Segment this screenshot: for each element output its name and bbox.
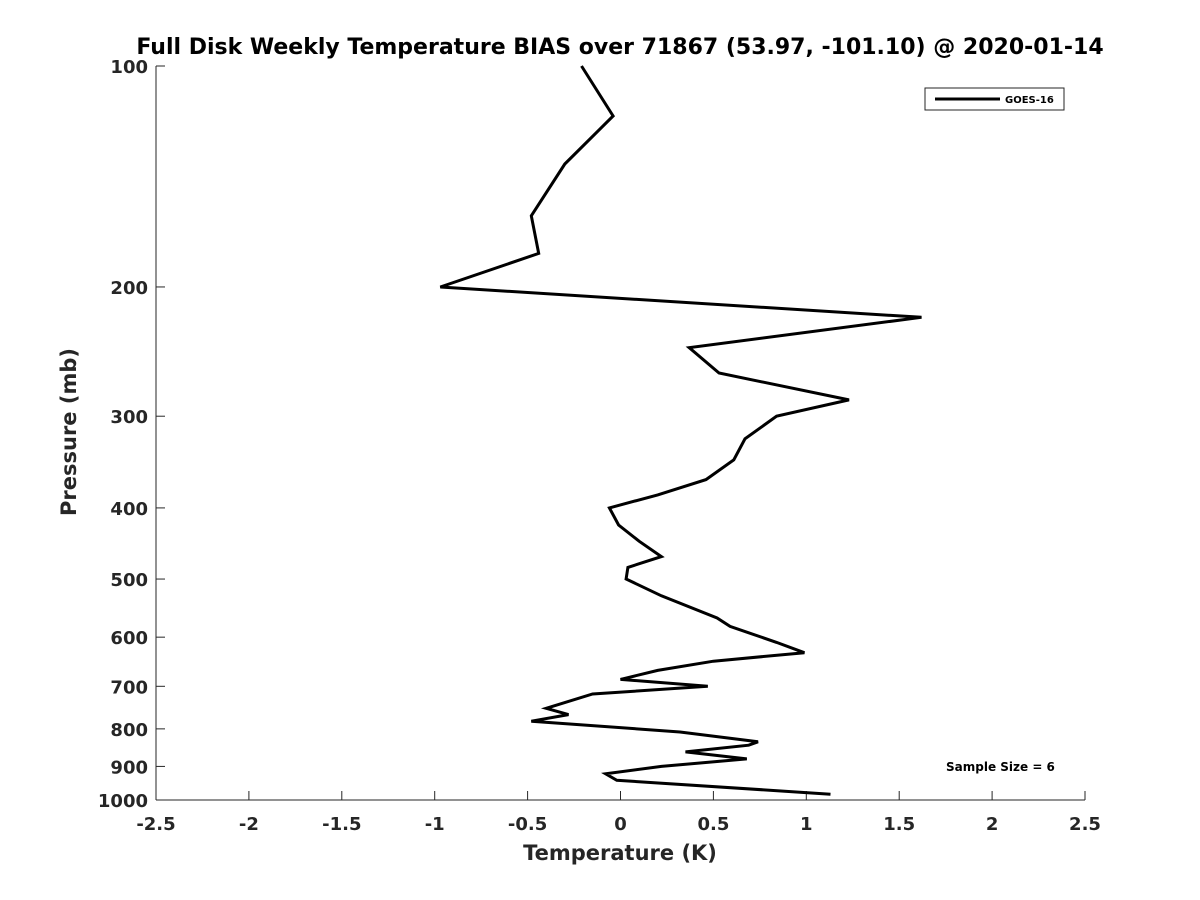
y-tick-label: 300 (110, 407, 148, 428)
chart-title: Full Disk Weekly Temperature BIAS over 7… (136, 35, 1103, 60)
x-tick-label: -1 (425, 814, 445, 835)
y-tick-label: 800 (110, 720, 148, 741)
y-tick-label: 400 (110, 499, 148, 520)
y-tick-label: 200 (110, 278, 148, 299)
series-group (439, 65, 922, 796)
x-tick-label: 0 (614, 814, 627, 835)
y-tick-label: 900 (110, 757, 148, 778)
y-tick-label: 500 (110, 570, 148, 591)
legend[interactable]: GOES-16 (924, 87, 1065, 111)
x-tick-label: 2 (986, 814, 999, 835)
legend-label-goes-16: GOES-16 (1005, 95, 1054, 106)
x-tick-label: 1 (800, 814, 813, 835)
x-axis-ticks: -2.5 -2 -1.5 -1 -0.5 0 0.5 1 1.5 2 2.5 (136, 791, 1101, 835)
x-tick-label: -1.5 (322, 814, 361, 835)
y-axis-ticks: 100 200 300 400 500 600 700 800 900 1000 (98, 57, 165, 812)
x-tick-label: 0.5 (697, 814, 729, 835)
y-tick-label: 1000 (98, 791, 148, 812)
sample-size-annotation: Sample Size = 6 (946, 760, 1055, 774)
x-tick-label: -2.5 (136, 814, 175, 835)
x-tick-label: -0.5 (508, 814, 547, 835)
y-tick-label: 600 (110, 628, 148, 649)
x-tick-label: -2 (239, 814, 259, 835)
x-axis-label: Temperature (K) (523, 841, 717, 865)
x-tick-label: 1.5 (883, 814, 915, 835)
y-tick-label: 700 (110, 677, 148, 698)
y-axis-label: Pressure (mb) (57, 348, 81, 516)
x-tick-label: 2.5 (1069, 814, 1101, 835)
y-tick-label: 100 (110, 57, 148, 78)
